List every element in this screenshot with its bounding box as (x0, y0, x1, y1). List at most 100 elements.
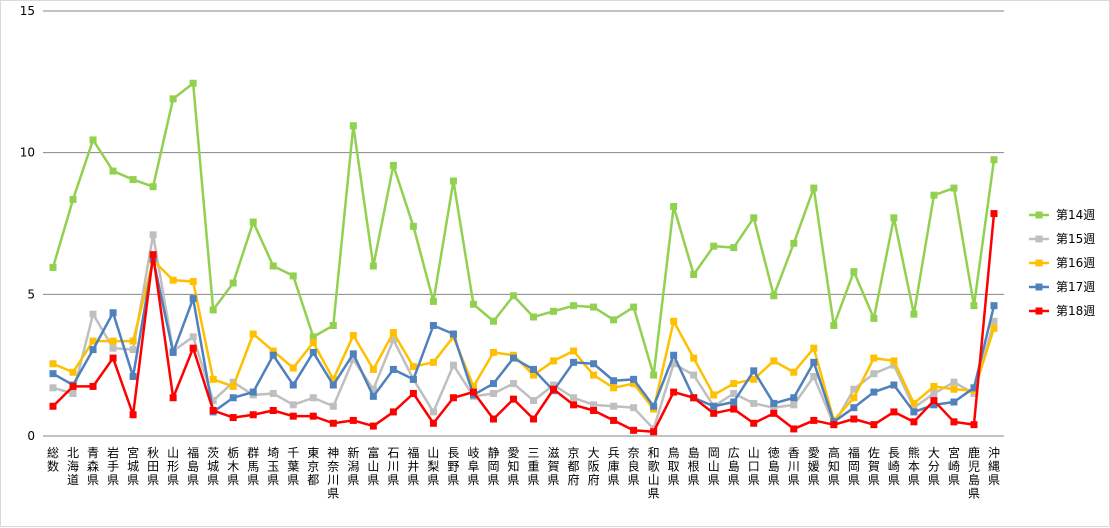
data-point (369, 385, 377, 393)
legend-marker (1035, 259, 1043, 267)
legend-item: 第15週 (1029, 232, 1095, 246)
data-point (650, 402, 658, 410)
legend-marker (1035, 283, 1043, 291)
data-point (690, 354, 698, 362)
x-tick-label: 広島県 (728, 446, 740, 487)
data-point (489, 380, 497, 388)
data-point (970, 302, 978, 310)
data-point (630, 303, 638, 311)
data-point (610, 416, 618, 424)
data-point (189, 344, 197, 352)
data-point (950, 418, 958, 426)
data-point (590, 303, 598, 311)
data-point (670, 317, 678, 325)
data-point (389, 336, 397, 344)
legend-marker (1035, 235, 1043, 243)
data-point (610, 402, 618, 410)
data-point (489, 390, 497, 397)
data-point (730, 380, 738, 388)
x-tick-label: 福島県 (187, 445, 199, 487)
data-point (269, 390, 277, 397)
data-point (109, 167, 117, 175)
data-point (449, 361, 457, 369)
data-point (670, 360, 678, 368)
data-point (349, 122, 357, 130)
legend-label: 第17週 (1056, 280, 1095, 294)
data-point (710, 402, 718, 410)
data-point (770, 357, 778, 365)
data-point (590, 407, 598, 414)
data-point (69, 195, 77, 203)
data-point (730, 405, 738, 413)
x-tick-label: 宮崎県 (948, 445, 960, 487)
data-point (149, 251, 157, 259)
gridlines (43, 10, 1004, 295)
x-tick-label: 千葉県 (287, 446, 299, 487)
data-point (169, 95, 177, 103)
x-tick-label: 高知県 (828, 445, 840, 487)
data-point (950, 385, 958, 393)
data-point (990, 324, 998, 332)
data-point (570, 347, 578, 355)
y-tick-label: 15 (20, 4, 35, 18)
x-tick-label: 北海道 (67, 446, 79, 487)
legend-marker (1035, 307, 1043, 315)
data-point (129, 411, 137, 419)
data-point (369, 422, 377, 430)
legend-label: 第14週 (1056, 208, 1095, 222)
x-tick-label: 東京都 (307, 446, 319, 487)
y-tick-label: 10 (20, 146, 35, 160)
data-point (49, 360, 57, 368)
data-point (810, 373, 818, 380)
data-point (229, 394, 237, 402)
data-point (970, 384, 978, 392)
x-tick-label: 総数 (47, 446, 59, 474)
legend-item: 第16週 (1029, 256, 1095, 270)
x-tick-label: 香川県 (788, 446, 800, 487)
data-point (469, 388, 477, 396)
data-point (850, 404, 858, 412)
data-point (570, 394, 578, 402)
data-point (249, 330, 257, 338)
x-tick-label: 山口県 (748, 446, 760, 487)
data-point (249, 411, 257, 419)
x-tick-label: 茨城県 (207, 446, 219, 487)
data-point (449, 394, 457, 402)
legend-item: 第18週 (1029, 304, 1095, 318)
x-tick-label: 大分県 (928, 446, 940, 487)
data-point (289, 364, 297, 372)
x-tick-label: 富山県 (367, 445, 379, 487)
x-tick-label: 栃木県 (227, 446, 239, 487)
data-point (409, 375, 417, 383)
data-point (49, 402, 57, 410)
data-point (509, 354, 517, 362)
data-point (209, 397, 217, 405)
data-point (129, 346, 137, 354)
x-tick-label: 滋賀県 (548, 446, 560, 487)
data-point (429, 297, 437, 305)
data-point (910, 418, 918, 426)
data-point (770, 292, 778, 300)
data-point (570, 401, 578, 409)
data-point (489, 348, 497, 356)
data-point (89, 136, 97, 144)
data-point (249, 388, 257, 396)
data-point (289, 381, 297, 389)
data-point (109, 337, 117, 345)
data-point (169, 276, 177, 284)
data-point (790, 401, 798, 409)
legend-item: 第17週 (1029, 280, 1095, 294)
data-point (750, 214, 758, 222)
data-point (229, 382, 237, 390)
data-point (489, 317, 497, 325)
x-tick-label: 福井県 (407, 445, 419, 487)
data-point (509, 292, 517, 300)
x-tick-label: 佐賀県 (868, 446, 880, 487)
data-point (570, 358, 578, 366)
series-group (49, 256, 998, 424)
x-tick-label: 石川県 (387, 446, 399, 487)
legend-label: 第16週 (1056, 256, 1095, 270)
data-point (429, 419, 437, 427)
data-point (750, 375, 758, 383)
data-point (930, 401, 938, 409)
